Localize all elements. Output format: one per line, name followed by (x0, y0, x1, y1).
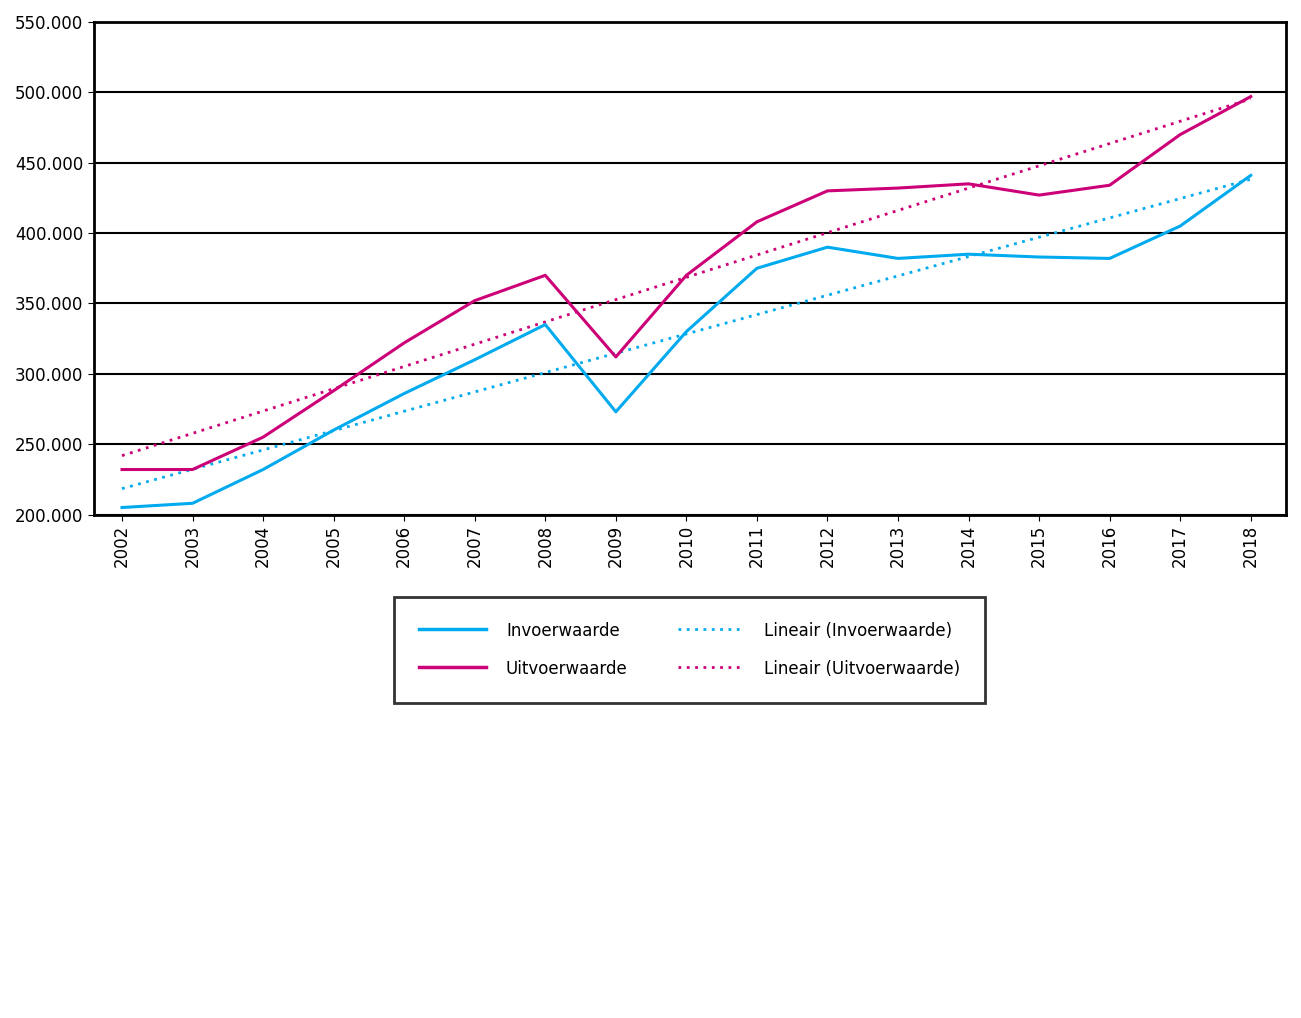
Legend: Invoerwaarde, Uitvoerwaarde, Lineair (Invoerwaarde), Lineair (Uitvoerwaarde): Invoerwaarde, Uitvoerwaarde, Lineair (In… (394, 597, 985, 703)
